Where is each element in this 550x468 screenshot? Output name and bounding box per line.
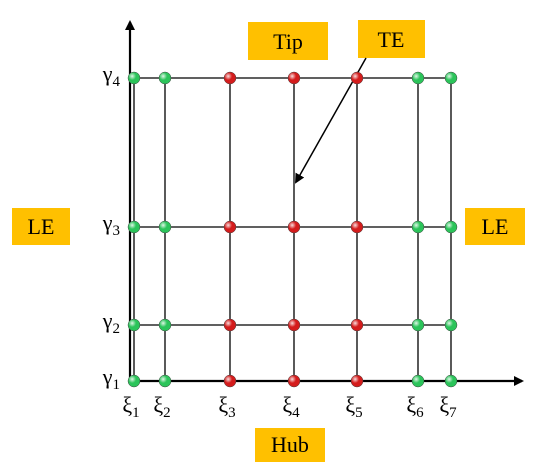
column-label-index: 4 <box>292 405 300 421</box>
node-shine <box>412 375 424 387</box>
node-shine <box>128 72 140 84</box>
column-label: ξ1 <box>122 392 139 421</box>
node-shine <box>412 319 424 331</box>
node-shine <box>288 375 300 387</box>
row-label-index: 1 <box>113 377 121 393</box>
column-label-symbol: ξ <box>345 392 355 417</box>
node-shine <box>445 319 457 331</box>
hub-box <box>255 428 325 462</box>
column-label-index: 1 <box>132 405 140 421</box>
le-right-label: LE <box>482 214 509 239</box>
column-label-symbol: ξ <box>122 392 132 417</box>
column-label-index: 5 <box>355 405 363 421</box>
node-shine <box>351 221 363 233</box>
node-shine <box>412 72 424 84</box>
row-label: γ1 <box>102 364 120 393</box>
node-shine <box>128 375 140 387</box>
node-shine <box>224 375 236 387</box>
row-label-index: 2 <box>113 321 121 337</box>
node-shine <box>288 221 300 233</box>
row-label-index: 3 <box>113 223 121 239</box>
row-label-symbol: γ <box>102 61 113 86</box>
node-shine <box>128 221 140 233</box>
hub-label: Hub <box>271 432 309 457</box>
node-shine <box>224 72 236 84</box>
column-label-index: 3 <box>228 405 236 421</box>
node-shine <box>159 375 171 387</box>
column-label-index: 7 <box>449 405 457 421</box>
node-shine <box>288 319 300 331</box>
node-shine <box>351 319 363 331</box>
row-label-symbol: γ <box>102 210 113 235</box>
column-label-symbol: ξ <box>218 392 228 417</box>
le-right-box <box>465 208 525 245</box>
node-shine <box>159 221 171 233</box>
node-shine <box>159 72 171 84</box>
row-label: γ3 <box>102 210 120 239</box>
node-shine <box>351 72 363 84</box>
tip-label: Tip <box>273 29 303 54</box>
column-label-symbol: ξ <box>406 392 416 417</box>
le-left-box <box>12 208 70 245</box>
row-label: γ4 <box>102 61 121 90</box>
node-shine <box>445 221 457 233</box>
column-label: ξ7 <box>439 392 457 421</box>
column-label: ξ4 <box>282 392 300 421</box>
row-label-index: 4 <box>113 74 121 90</box>
node-shine <box>128 319 140 331</box>
node-shine <box>288 72 300 84</box>
row-label-symbol: γ <box>102 364 113 389</box>
node-shine <box>159 319 171 331</box>
column-label: ξ3 <box>218 392 235 421</box>
column-label-index: 6 <box>416 405 424 421</box>
column-label-index: 2 <box>163 405 171 421</box>
row-label: γ2 <box>102 308 120 337</box>
node-shine <box>224 221 236 233</box>
node-shine <box>351 375 363 387</box>
column-label: ξ2 <box>153 392 170 421</box>
node-shine <box>445 72 457 84</box>
le-left-label: LE <box>28 214 55 239</box>
column-label: ξ5 <box>345 392 362 421</box>
node-shine <box>445 375 457 387</box>
column-label-symbol: ξ <box>282 392 292 417</box>
column-label-symbol: ξ <box>439 392 449 417</box>
te-box <box>358 20 425 58</box>
tip-box <box>248 22 328 60</box>
column-label-symbol: ξ <box>153 392 163 417</box>
te-label: TE <box>378 27 405 52</box>
column-label: ξ6 <box>406 392 424 421</box>
node-shine <box>224 319 236 331</box>
row-label-symbol: γ <box>102 308 113 333</box>
node-shine <box>412 221 424 233</box>
